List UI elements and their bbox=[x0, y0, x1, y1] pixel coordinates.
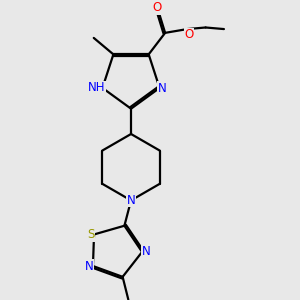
Text: O: O bbox=[184, 28, 194, 41]
Text: O: O bbox=[153, 1, 162, 14]
Text: NH: NH bbox=[88, 81, 106, 94]
Text: N: N bbox=[85, 260, 94, 272]
Text: S: S bbox=[87, 228, 94, 241]
Text: N: N bbox=[142, 245, 150, 258]
Text: N: N bbox=[127, 194, 135, 207]
Text: N: N bbox=[158, 82, 167, 95]
